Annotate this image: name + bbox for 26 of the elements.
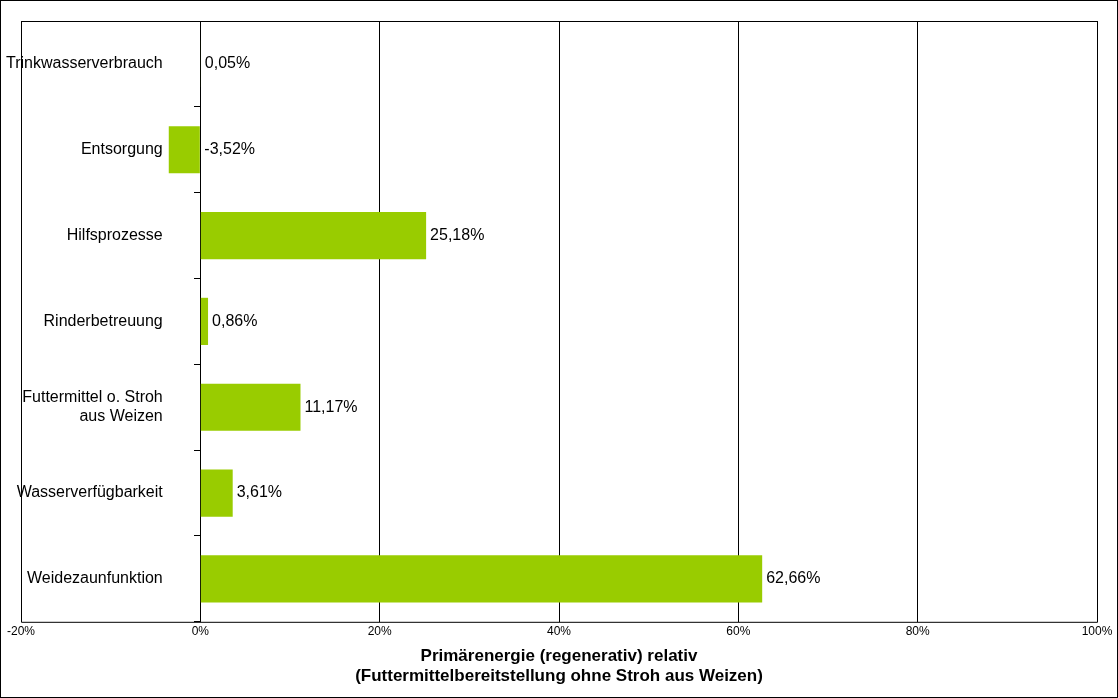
bar <box>200 211 427 260</box>
data-label: 0,05% <box>204 54 251 72</box>
y-tick-label: Futtermittel o. Stroh aus Weizen <box>22 388 163 425</box>
data-label: -3,52% <box>204 140 256 158</box>
data-label: 3,61% <box>236 483 283 501</box>
x-axis-title: Primärenergie (regenerativ) relativ (Futtermittelbereitstellung ohne Stroh aus Weizen) <box>355 646 763 686</box>
x-tick-label: 100% <box>1081 624 1113 639</box>
bar <box>200 555 763 603</box>
data-label: 25,18% <box>430 225 485 243</box>
data-label: 11,17% <box>304 397 358 415</box>
bar <box>200 383 301 431</box>
bar <box>168 126 200 174</box>
y-tick-label: Hilfsprozesse <box>66 225 163 243</box>
x-tick-label: 20% <box>367 624 392 639</box>
bar <box>200 469 233 517</box>
y-tick-label: Entsorgung <box>80 140 163 158</box>
data-label: 0,86% <box>212 311 258 329</box>
x-tick-label: -20% <box>6 624 36 639</box>
x-tick-label: 60% <box>726 624 751 639</box>
x-tick-label: 80% <box>905 624 930 639</box>
bar <box>200 297 209 345</box>
x-tick-label: 40% <box>546 624 572 639</box>
data-label: 62,66% <box>766 569 821 587</box>
y-tick-label: Weidezaunfunktion <box>26 569 163 587</box>
y-tick-label: Rinderbetreuung <box>43 311 163 329</box>
x-tick-label: 0% <box>191 624 210 639</box>
